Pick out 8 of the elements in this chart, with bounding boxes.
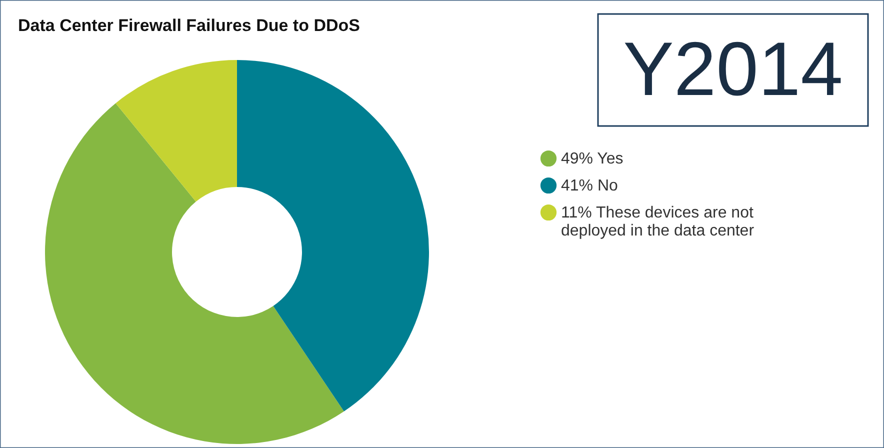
donut-slice bbox=[237, 60, 429, 412]
donut-slice bbox=[116, 60, 238, 202]
legend-label: 41% No bbox=[561, 178, 618, 194]
legend-label: 49% Yes bbox=[561, 150, 624, 168]
donut-slice bbox=[45, 103, 344, 444]
chart-title: Data Center Firewall Failures Due to DDoS bbox=[18, 16, 360, 35]
legend-label: 11% These devices are not deployed in the data center bbox=[561, 204, 755, 240]
text: Y2014 bbox=[623, 27, 843, 112]
